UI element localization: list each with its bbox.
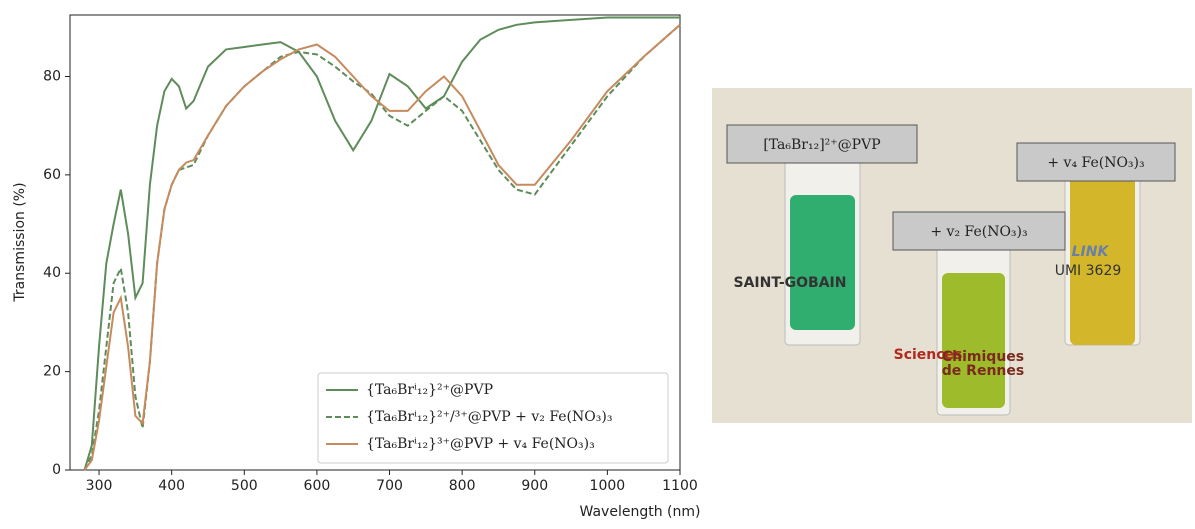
plot-frame [69,14,681,471]
x-tick-label: 300 [86,478,113,494]
x-tick-label: 1000 [590,478,626,494]
x-tick-label: 800 [449,478,476,494]
y-tick-label: 80 [43,68,61,84]
solution [1070,175,1135,345]
x-tick-label: 700 [376,478,403,494]
solution [942,273,1005,408]
photo: [Ta₆Br₁₂]²⁺@PVP + v₂ Fe(NO₃)₃ + v₄ Fe(NO… [712,88,1192,423]
label-box [726,124,918,164]
y-tick-label: 60 [43,167,61,183]
y-tick-label: 20 [43,364,61,380]
logo-text: LINK [1072,244,1110,260]
x-tick-label: 600 [304,478,331,494]
logo-text: de Rennes [942,363,1024,379]
x-tick-label: 500 [231,478,258,494]
series-line [83,24,681,471]
legend-label: {Ta₆Brⁱ₁₂}³⁺@PVP + v₄ Fe(NO₃)₃ [366,436,595,452]
series-line [83,24,681,471]
legend-label: {Ta₆Brⁱ₁₂}²⁺/³⁺@PVP + v₂ Fe(NO₃)₃ [366,409,612,425]
logo-text: SAINT-GOBAIN [734,275,847,291]
legend-box [317,372,669,464]
series-line [83,16,680,471]
label-box [892,211,1066,251]
photo-label: [Ta₆Br₁₂]²⁺@PVP [763,137,880,153]
photo-label: + v₄ Fe(NO₃)₃ [1047,155,1144,171]
y-axis-label: Transmission (%) [12,182,28,302]
solution [790,195,855,330]
logo-text: Sciences [894,347,963,363]
y-tick-label: 0 [52,462,61,478]
x-tick-label: 1100 [662,478,698,494]
photo-label: + v₂ Fe(NO₃)₃ [930,224,1027,240]
x-tick-label: 400 [158,478,185,494]
x-tick-label: 900 [521,478,548,494]
logo-text: UMI 3629 [1055,263,1122,279]
label-box [1016,142,1176,182]
x-axis-label: Wavelength (nm) [580,504,701,520]
logo-text: Chimiques [942,349,1024,365]
legend-label: {Ta₆Brⁱ₁₂}²⁺@PVP [366,382,493,398]
y-tick-label: 40 [43,265,61,281]
